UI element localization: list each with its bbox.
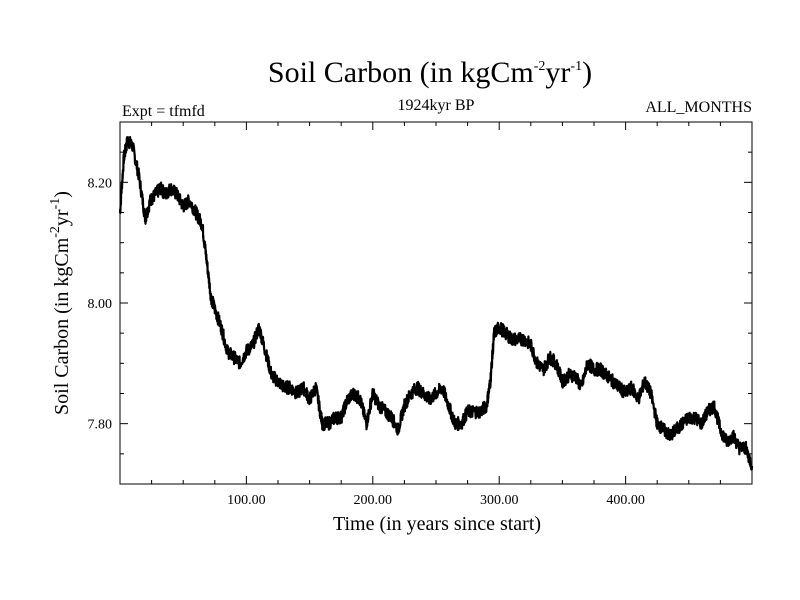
y-tick-label: 8.00 [88, 297, 113, 312]
x-axis-label: Time (in years since start) [333, 513, 541, 535]
y-tick-label: 8.20 [88, 176, 113, 191]
y-axis-label: Soil Carbon (in kgCm-2yr-1) [48, 191, 73, 415]
soil-carbon-series-line [118, 135, 754, 471]
x-tick-label: 300.00 [480, 493, 519, 508]
x-tick-label: 100.00 [227, 493, 266, 508]
chart-title: Soil Carbon (in kgCm-2yr-1) [268, 56, 592, 89]
time-label: 1924kyr BP [398, 97, 475, 114]
months-label: ALL_MONTHS [645, 99, 752, 116]
experiment-label: Expt = tfmfd [122, 103, 205, 120]
y-tick-label: 7.80 [88, 418, 113, 433]
x-tick-label: 400.00 [606, 493, 645, 508]
tick-labels: 100.00 200.00 300.00 400.00 7.80 8.00 8.20 [88, 176, 645, 508]
x-tick-label: 200.00 [354, 493, 393, 508]
